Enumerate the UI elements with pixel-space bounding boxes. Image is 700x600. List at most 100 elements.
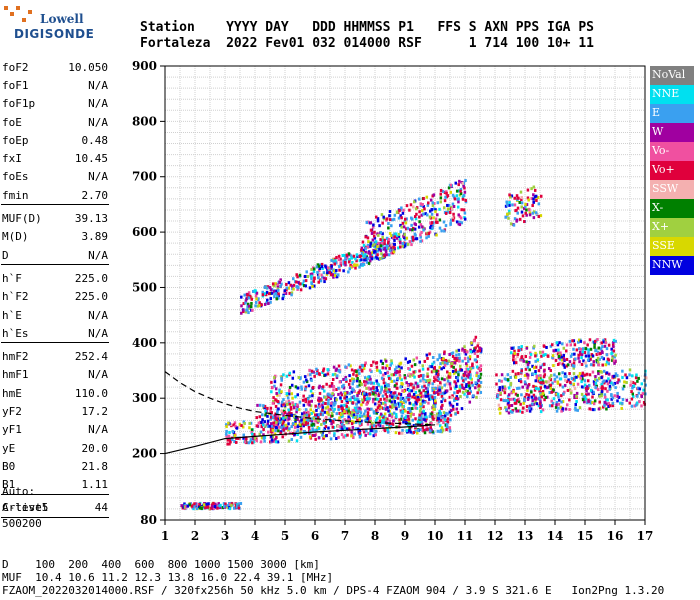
trace-point: [537, 379, 540, 383]
trace-point: [379, 231, 383, 235]
trace-point: [573, 378, 576, 382]
trace-point: [408, 374, 412, 378]
trace-point: [295, 415, 298, 419]
trace-point: [254, 294, 258, 298]
trace-point: [607, 358, 611, 362]
trace-point: [527, 393, 531, 397]
trace-point: [541, 378, 544, 382]
trace-point: [506, 212, 509, 216]
trace-point: [254, 300, 258, 304]
trace-point: [411, 395, 414, 399]
trace-point: [511, 409, 515, 413]
trace-point: [445, 426, 449, 430]
trace-point: [584, 361, 587, 365]
param-value: N/A: [88, 115, 108, 129]
trace-point: [614, 353, 617, 357]
trace-point: [612, 383, 615, 387]
trace-point: [276, 414, 280, 418]
trace-point: [403, 374, 407, 378]
trace-point: [314, 404, 317, 408]
trace-point: [425, 236, 428, 240]
trace-point: [642, 401, 646, 405]
trace-point: [579, 352, 582, 356]
trace-point: [410, 364, 414, 368]
trace-point: [525, 409, 529, 413]
trace-point: [249, 305, 253, 309]
trace-point: [542, 381, 545, 385]
trace-point: [520, 198, 523, 202]
trace-point: [543, 384, 547, 388]
trace-point: [226, 504, 230, 508]
param-value: 110.0: [74, 386, 108, 400]
trace-point: [417, 398, 421, 402]
trace-point: [440, 357, 444, 361]
trace-point: [305, 378, 308, 382]
trace-point: [362, 398, 366, 402]
trace-point: [363, 380, 366, 384]
trace-point: [268, 424, 271, 428]
trace-point: [560, 409, 563, 413]
param-value: 10.45: [74, 152, 108, 166]
trace-point: [372, 234, 376, 238]
trace-point: [267, 302, 270, 306]
trace-point: [412, 373, 415, 377]
trace-point: [413, 215, 417, 219]
trace-point: [457, 183, 460, 187]
trace-point: [386, 241, 390, 245]
trace-point: [363, 391, 366, 395]
trace-point: [474, 381, 477, 385]
trace-point: [412, 392, 416, 396]
trace-point: [465, 370, 469, 374]
trace-point: [471, 363, 474, 367]
trace-point: [447, 375, 451, 379]
trace-point: [428, 352, 431, 356]
trace-point: [351, 260, 354, 264]
trace-point: [470, 381, 473, 385]
trace-point: [605, 398, 608, 402]
param-separator: [1, 493, 109, 499]
trace-point: [441, 428, 445, 432]
trace-point: [369, 425, 373, 429]
trace-point: [532, 185, 536, 189]
trace-point: [573, 343, 577, 347]
trace-point: [453, 197, 457, 201]
trace-point: [327, 395, 330, 399]
legend-entry-noval: NoVal: [650, 66, 694, 85]
trace-point: [390, 243, 393, 247]
trace-point: [616, 394, 619, 398]
trace-point: [247, 304, 251, 308]
trace-point: [274, 387, 278, 391]
trace-point: [264, 413, 267, 417]
trace-point: [326, 405, 329, 409]
trace-point: [395, 394, 399, 398]
trace-point: [565, 364, 569, 368]
trace-point: [517, 397, 520, 401]
legend-entry-sse: SSE: [650, 237, 694, 256]
trace-point: [278, 425, 281, 429]
trace-point: [236, 503, 239, 507]
trace-point: [451, 202, 455, 206]
y-tick-label: 200: [132, 447, 157, 461]
trace-point: [539, 214, 543, 218]
trace-point: [439, 390, 442, 394]
trace-point: [401, 409, 405, 413]
trace-point: [512, 223, 516, 227]
trace-point: [632, 384, 636, 388]
trace-point: [437, 388, 440, 392]
trace-point: [350, 265, 353, 269]
trace-point: [345, 256, 349, 260]
trace-point: [231, 429, 235, 433]
trace-point: [281, 297, 285, 301]
trace-point: [286, 415, 289, 419]
trace-point: [453, 361, 456, 365]
trace-point: [285, 400, 289, 404]
trace-point: [394, 412, 398, 416]
trace-point: [436, 369, 440, 373]
trace-point: [439, 200, 443, 204]
trace-point: [478, 349, 482, 353]
trace-point: [461, 378, 465, 382]
trace-point: [275, 436, 278, 440]
trace-point: [528, 208, 531, 212]
trace-point: [388, 249, 392, 253]
trace-point: [323, 417, 327, 421]
